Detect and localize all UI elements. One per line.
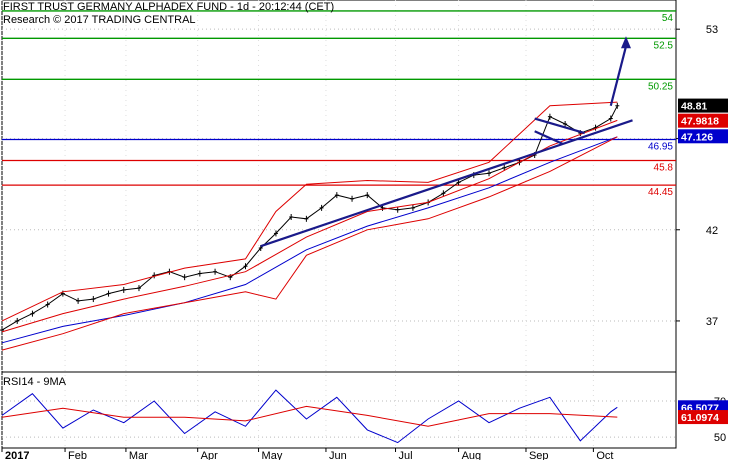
target-arrow-head	[620, 36, 631, 49]
x-tick-label: Apr	[201, 450, 218, 460]
x-tick-label: 2017	[5, 450, 29, 460]
x-tick-label: Mar	[129, 450, 148, 460]
chart-credit: Research © 2017 TRADING CENTRAL	[3, 14, 196, 26]
main-y-tick-label: 53	[706, 24, 718, 36]
price-tag-label: 61.0974	[681, 412, 719, 424]
main-plot-frame	[1, 0, 677, 373]
rsi-title: RSI14 - 9MA	[3, 376, 66, 388]
level-label-44-45: 44.45	[648, 187, 673, 198]
main-series-line-3	[1, 101, 618, 322]
price-tag-box	[678, 129, 728, 144]
price-tag-label: 47.9818	[681, 116, 719, 128]
trendline-0	[260, 119, 633, 248]
trendline-1	[534, 117, 585, 135]
target-arrow-shaft	[609, 46, 628, 107]
trendline-2	[534, 130, 564, 146]
price-tag-box	[678, 98, 728, 113]
level-label-46-95: 46.95	[648, 142, 673, 153]
chart-title: FIRST TRUST GERMANY ALPHADEX FUND - 1d -…	[3, 1, 335, 13]
rsi-y-tick-label: 50	[714, 432, 726, 444]
price-tag-box	[678, 113, 728, 128]
main-series-line-4	[1, 136, 618, 351]
x-tick-label: Feb	[68, 450, 87, 460]
level-label-45-8: 45.8	[654, 162, 674, 173]
main-series-line-2	[1, 119, 618, 333]
level-label-50-25: 50.25	[648, 81, 673, 92]
price-tag-box	[678, 410, 728, 425]
level-label-54: 54	[662, 13, 674, 24]
x-tick-label: May	[262, 450, 283, 460]
rsi-series-line-1	[1, 405, 618, 427]
level-label-52-5: 52.5	[654, 40, 674, 51]
rsi-plot-frame	[1, 371, 677, 449]
x-tick-label: Sep	[529, 450, 549, 460]
main-y-tick-label: 37	[706, 316, 718, 328]
x-tick-label: Jul	[399, 450, 413, 460]
x-tick-label: Jun	[329, 450, 347, 460]
main-y-tick-label: 42	[706, 225, 718, 237]
x-tick-label: Oct	[596, 450, 613, 460]
price-tag-label: 48.81	[681, 101, 707, 113]
price-tag-label: 47.126	[681, 131, 713, 143]
main-series-line-1	[1, 136, 618, 344]
x-tick-label: Aug	[462, 450, 482, 460]
